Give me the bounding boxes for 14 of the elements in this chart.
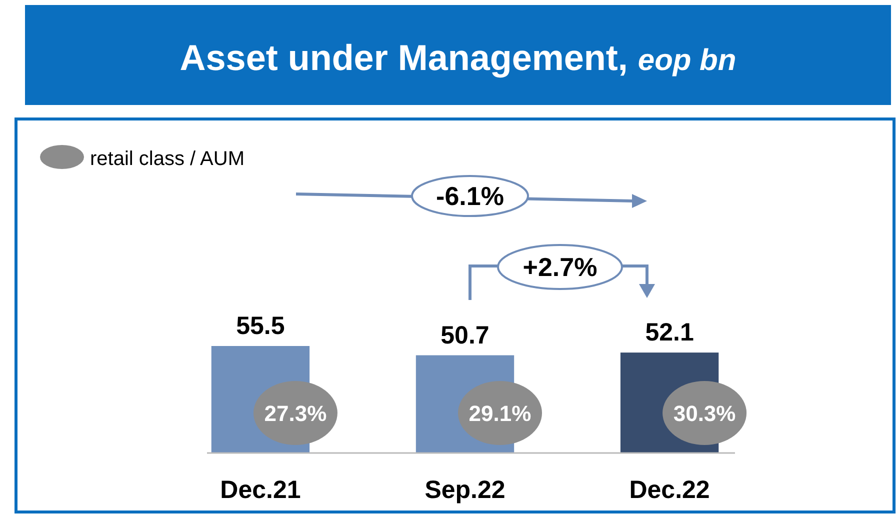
data-label: 52.1 <box>645 318 694 347</box>
annotation: 27.3% <box>264 401 327 426</box>
data-label: 50.7 <box>440 321 490 350</box>
chart-title: Asset under Management, <box>180 37 628 78</box>
data-label: 55.5 <box>236 312 285 340</box>
text: -6.1% <box>436 181 504 211</box>
annotation: 30.3% <box>673 401 736 426</box>
text: +2.7% <box>522 252 598 282</box>
annotation: 29.1% <box>468 401 532 426</box>
x-tick-label: Sep.22 <box>424 476 506 504</box>
x-tick-label: Dec.21 <box>220 476 301 504</box>
x-tick-label: Dec.22 <box>629 476 710 504</box>
chart-subtitle: eop bn <box>638 44 736 77</box>
text: retail class / AUM <box>90 148 244 170</box>
